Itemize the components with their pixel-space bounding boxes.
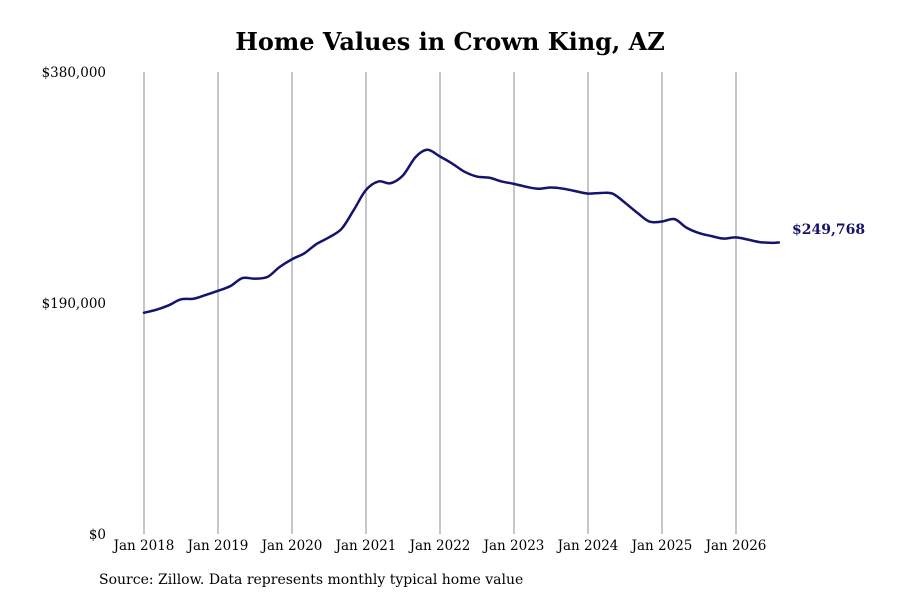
- x-tick-label: Jan 2026: [704, 538, 767, 554]
- x-tick-label: Jan 2018: [112, 538, 175, 554]
- x-tick-label: Jan 2023: [482, 538, 545, 554]
- source-note: Source: Zillow. Data represents monthly …: [99, 572, 524, 588]
- y-tick-label: $380,000: [42, 65, 106, 81]
- y-tick-label: $190,000: [42, 296, 106, 312]
- end-value-label: $249,768: [792, 222, 865, 238]
- x-tick-label: Jan 2019: [186, 538, 249, 554]
- end-labels: $249,768: [792, 222, 865, 238]
- x-tick-label: Jan 2022: [408, 538, 471, 554]
- x-tick-label: Jan 2024: [556, 538, 619, 554]
- x-tick-label: Jan 2025: [630, 538, 693, 554]
- y-axis-ticks: $0 $190,000 $380,000: [42, 65, 106, 543]
- y-tick-label: $0: [89, 527, 106, 543]
- x-tick-label: Jan 2021: [334, 538, 397, 554]
- chart-title: Home Values in Crown King, AZ: [235, 27, 665, 56]
- x-tick-label: Jan 2020: [260, 538, 323, 554]
- vertical-grid: [143, 72, 737, 534]
- series-layer: [142, 148, 781, 314]
- series-line: [142, 148, 781, 314]
- x-axis-ticks: Jan 2018 Jan 2019 Jan 2020 Jan 2021 Jan 2022…: [112, 538, 767, 554]
